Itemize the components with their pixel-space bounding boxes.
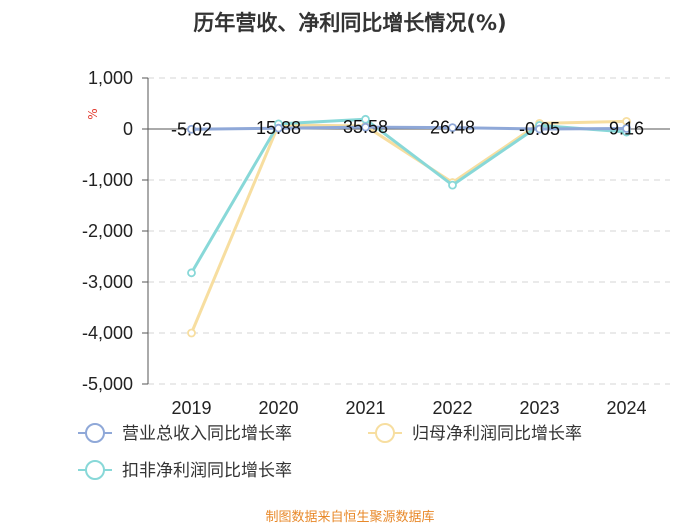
data-point[interactable]: [187, 328, 196, 338]
data-label: 35.58: [343, 117, 388, 137]
series-lines: [187, 114, 631, 338]
legend-item-2[interactable]: 扣非净利润同比增长率: [78, 460, 292, 481]
gridlines: [148, 77, 670, 385]
legend-label: 归母净利润同比增长率: [412, 424, 582, 444]
x-tick-label: 2019: [171, 398, 211, 418]
x-axis-ticks: 2019 2020 2021 2022 2023 2024: [171, 398, 646, 418]
source-note: 制图数据来自恒生聚源数据库: [265, 509, 434, 525]
data-point[interactable]: [622, 124, 631, 133]
legend-label: 扣非净利润同比增长率: [122, 461, 292, 481]
x-tick-label: 2020: [258, 398, 298, 418]
legend-marker-icon: [375, 423, 395, 443]
data-point[interactable]: [448, 180, 457, 190]
y-tick-label: -3,000: [82, 272, 133, 292]
legend-marker-icon: [85, 460, 105, 480]
data-label: 15.88: [256, 118, 301, 138]
data-labels: -5.02 15.88 35.58 26.48 -0.05 9.16: [171, 117, 644, 139]
y-tick-label: -4,000: [82, 323, 133, 343]
data-point[interactable]: [361, 122, 370, 132]
data-point[interactable]: [274, 123, 283, 133]
series-line-2: [190, 117, 627, 274]
data-label: -5.02: [171, 119, 212, 139]
legend-item-0[interactable]: 营业总收入同比增长率: [78, 423, 292, 444]
data-point[interactable]: [187, 124, 196, 134]
y-tick-label: -5,000: [82, 374, 133, 394]
y-tick-label: -1,000: [82, 170, 133, 190]
data-point[interactable]: [448, 123, 457, 133]
chart-title: 历年营收、净利同比增长情况(%): [193, 11, 506, 35]
data-point[interactable]: [187, 268, 196, 278]
legend-label: 营业总收入同比增长率: [122, 424, 292, 444]
y-tick-label: -2,000: [82, 221, 133, 241]
legend-item-1[interactable]: 归母净利润同比增长率: [368, 423, 582, 444]
x-tick-label: 2021: [345, 398, 385, 418]
data-label: -0.05: [519, 119, 560, 139]
y-tick-label: 0: [123, 119, 133, 139]
series-line-1: [190, 119, 627, 334]
data-point[interactable]: [535, 124, 544, 134]
data-label: 9.16: [609, 119, 644, 139]
y-tick-label: 1,000: [88, 68, 133, 88]
legend-marker-icon: [85, 423, 105, 443]
data-label: 26.48: [430, 118, 475, 138]
y-axis-ticks: 1,000 0 -1,000 -2,000 -3,000 -4,000 -5,000: [82, 68, 148, 394]
x-tick-label: 2022: [432, 398, 472, 418]
x-tick-label: 2024: [606, 398, 646, 418]
x-tick-label: 2023: [519, 398, 559, 418]
y-axis-unit: %: [86, 108, 100, 119]
series-line-0: [191, 125, 627, 131]
